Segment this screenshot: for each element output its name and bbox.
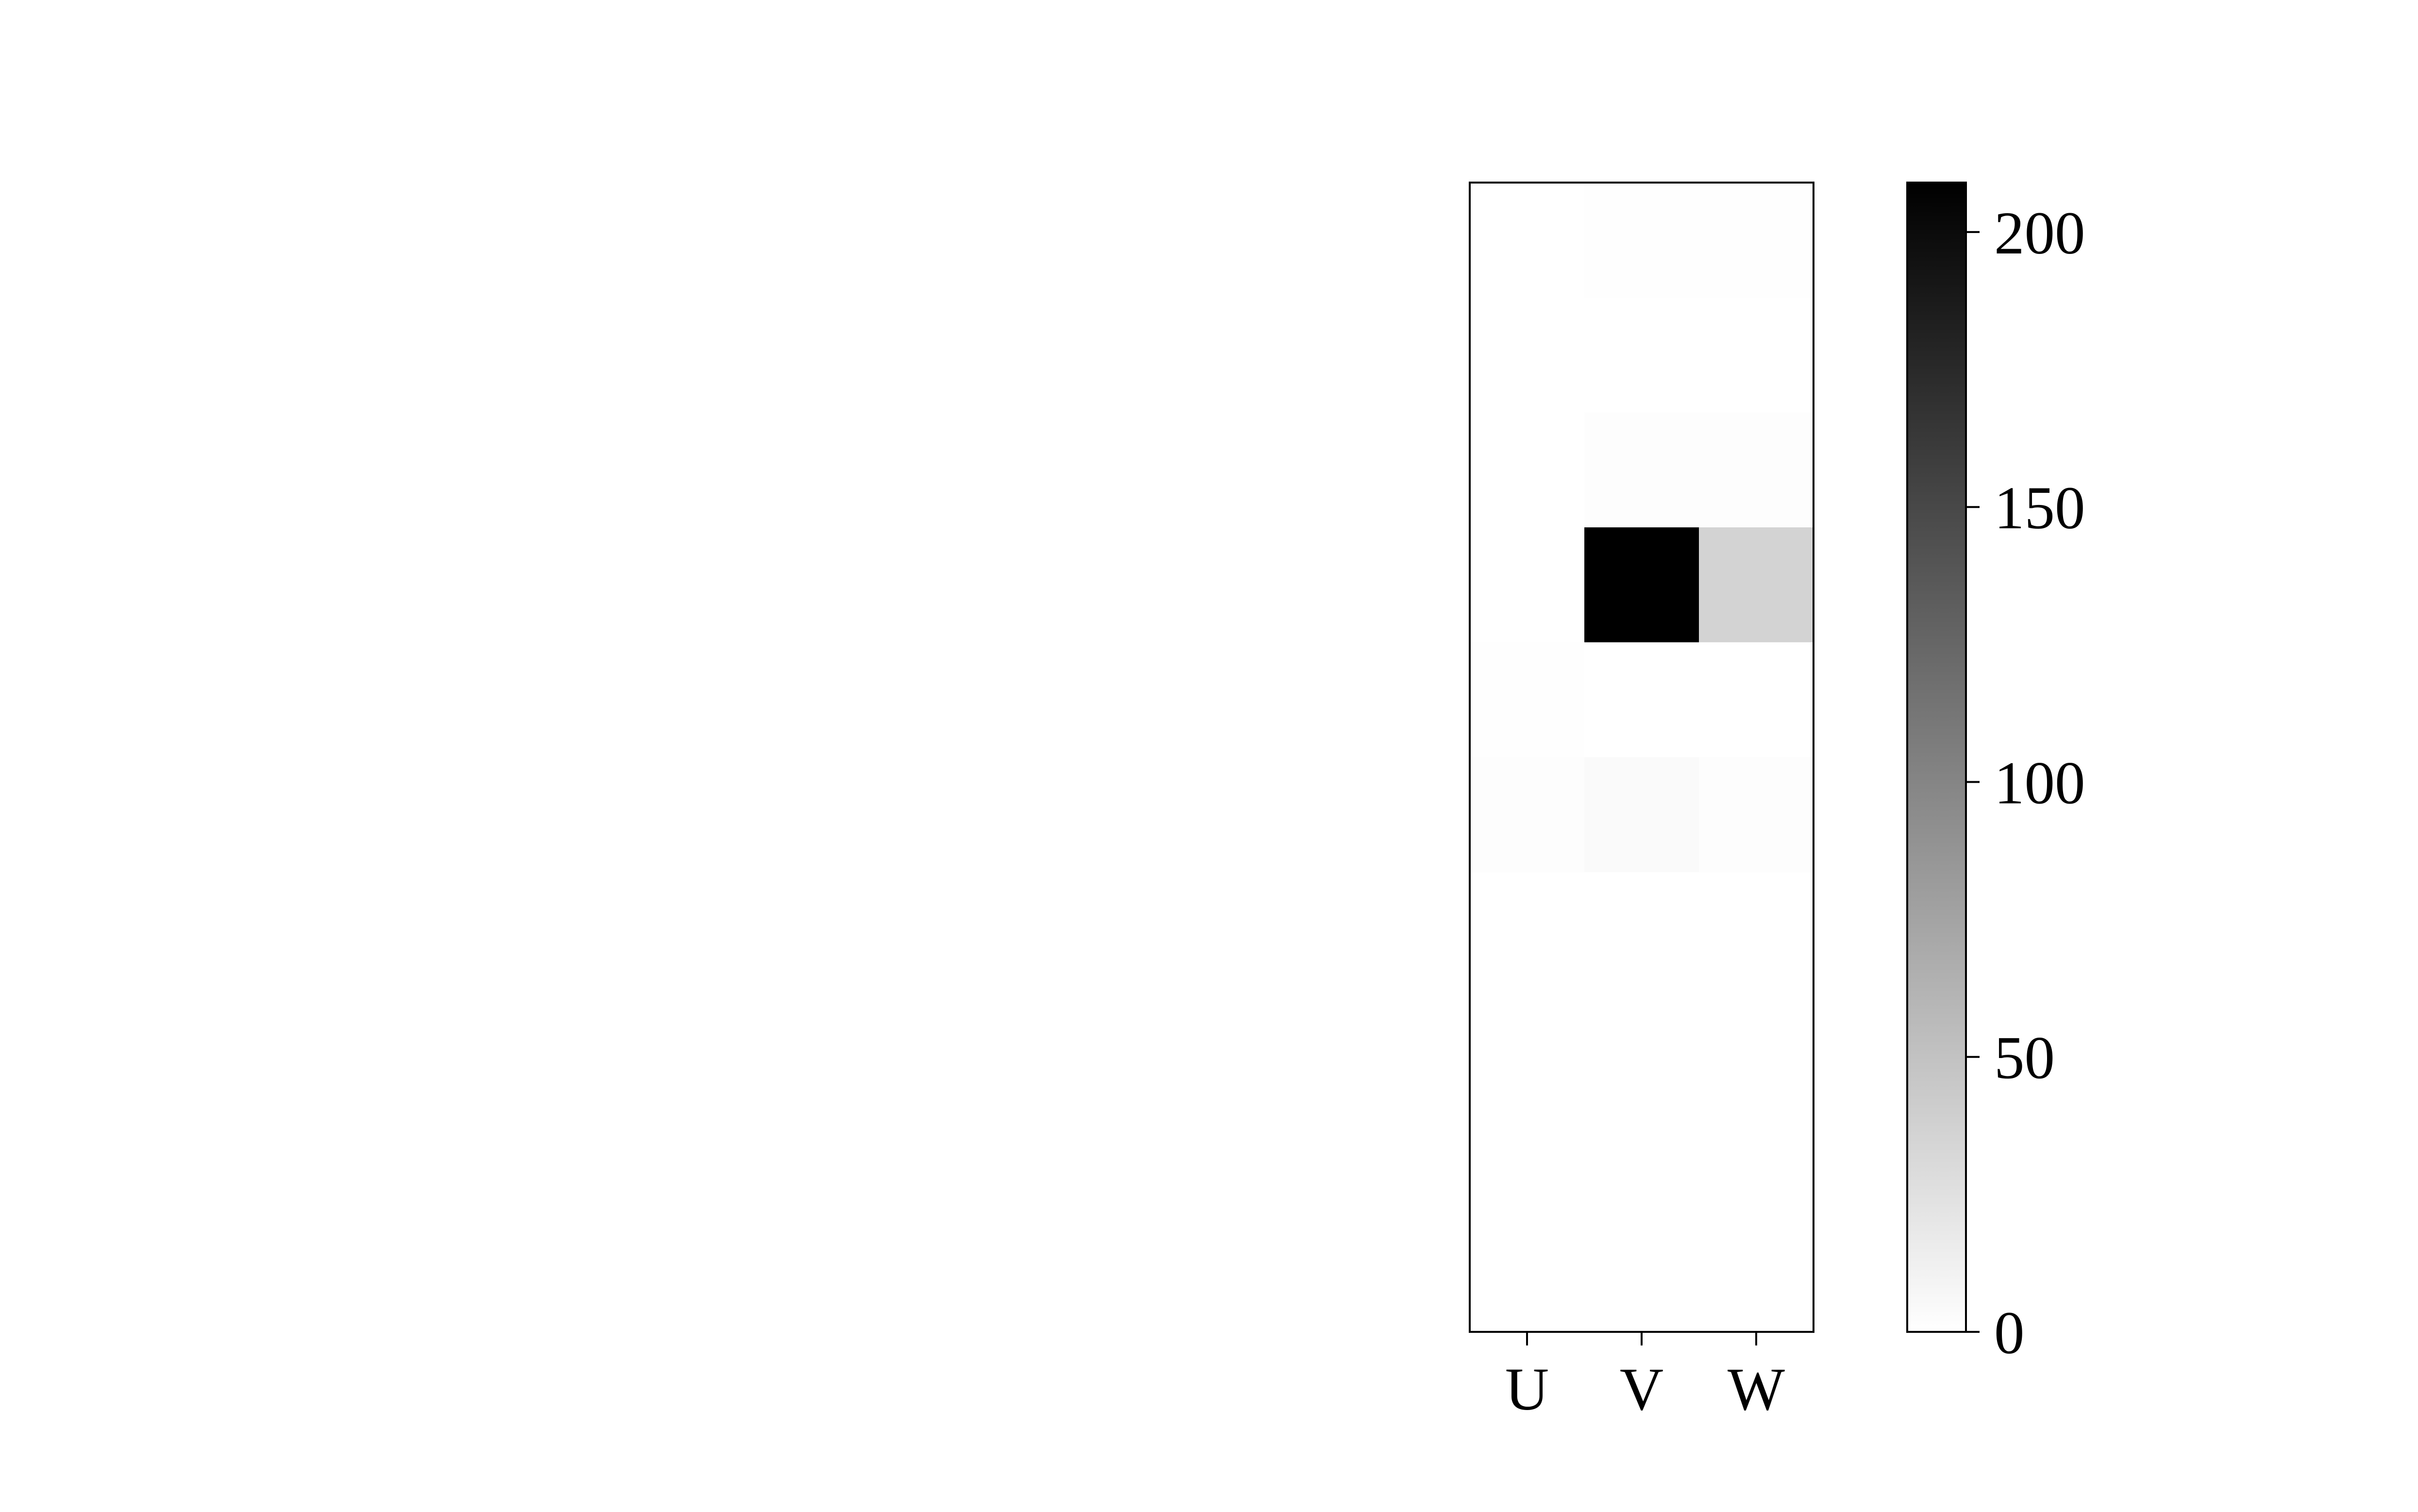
heatmap-cell-r3-w bbox=[1699, 527, 1814, 643]
colorbar-tick-label-200: 200 bbox=[1994, 200, 2085, 267]
colorbar-axis: 0 50 100 150 200 bbox=[1966, 200, 2085, 1367]
x-tick-label-v: V bbox=[1620, 1356, 1663, 1423]
heatmap-cell-r3-v bbox=[1584, 527, 1699, 643]
heatmap-cell-r5-u bbox=[1470, 757, 1585, 873]
heatmap-cell-r9-u bbox=[1470, 1217, 1585, 1332]
colorbar bbox=[1906, 182, 1967, 1333]
heatmap-cell-r0-u bbox=[1470, 183, 1585, 298]
colorbar-tick-label-100: 100 bbox=[1994, 750, 2085, 817]
heatmap-cell-r4-v bbox=[1584, 642, 1699, 757]
heatmap-cell-r6-v bbox=[1584, 872, 1699, 988]
heatmap-cells bbox=[1470, 183, 1814, 1332]
heatmap-cell-r8-w bbox=[1699, 1102, 1814, 1217]
heatmap-cell-r1-u bbox=[1470, 297, 1585, 413]
heatmap-cell-r8-v bbox=[1584, 1102, 1699, 1217]
heatmap-cell-r1-v bbox=[1584, 297, 1699, 413]
heatmap-cell-r4-u bbox=[1470, 642, 1585, 757]
heatmap-cell-r7-w bbox=[1699, 987, 1814, 1103]
heatmap-cell-r6-u bbox=[1470, 872, 1585, 988]
x-tick-label-w: W bbox=[1728, 1356, 1785, 1423]
heatmap-cell-r1-w bbox=[1699, 297, 1814, 413]
heatmap-cell-r8-u bbox=[1470, 1102, 1585, 1217]
heatmap-cell-r5-v bbox=[1584, 757, 1699, 873]
heatmap-cell-r2-w bbox=[1699, 412, 1814, 528]
heatmap-cell-r9-v bbox=[1584, 1217, 1699, 1332]
colorbar-tick-label-50: 50 bbox=[1994, 1025, 2055, 1092]
heatmap-cell-r9-w bbox=[1699, 1217, 1814, 1332]
heatmap-cell-r0-w bbox=[1699, 183, 1814, 298]
heatmap-cell-r4-w bbox=[1699, 642, 1814, 757]
heatmap-cell-r2-u bbox=[1470, 412, 1585, 528]
heatmap-cell-r7-v bbox=[1584, 987, 1699, 1103]
heatmap-cell-r0-v bbox=[1584, 183, 1699, 298]
heatmap-cell-r2-v bbox=[1584, 412, 1699, 528]
heatmap-cell-r6-w bbox=[1699, 872, 1814, 988]
colorbar-tick-label-0: 0 bbox=[1994, 1300, 2025, 1367]
heatmap-cell-r7-u bbox=[1470, 987, 1585, 1103]
x-tick-label-u: U bbox=[1505, 1356, 1549, 1423]
colorbar-tick-label-150: 150 bbox=[1994, 475, 2085, 542]
heatmap-cell-r5-w bbox=[1699, 757, 1814, 873]
heatmap-cell-r3-u bbox=[1470, 527, 1585, 643]
